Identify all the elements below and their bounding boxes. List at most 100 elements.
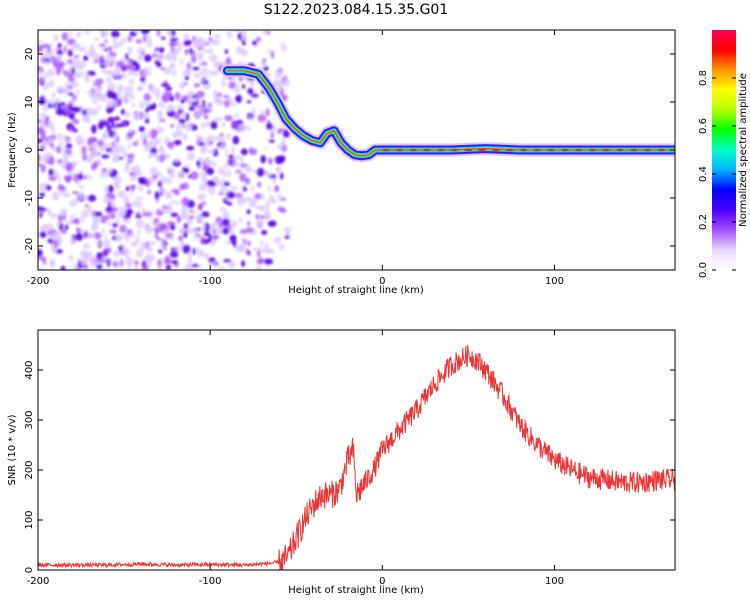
noise-speckle (217, 61, 222, 65)
noise-speckle (212, 162, 217, 168)
noise-speckle (117, 98, 122, 106)
noise-speckle (158, 112, 163, 118)
noise-speckle (200, 122, 205, 130)
noise-speckle (129, 31, 138, 37)
noise-speckle (116, 175, 120, 182)
noise-speckle (116, 41, 124, 46)
noise-speckle (123, 167, 131, 171)
noise-speckle (123, 248, 131, 256)
noise-speckle (62, 150, 66, 158)
noise-speckle (138, 179, 147, 185)
noise-speckle (116, 217, 120, 225)
noise-speckle (249, 148, 258, 156)
noise-speckle (204, 156, 211, 166)
noise-speckle (94, 37, 100, 41)
ridge-band-4 (225, 69, 675, 158)
noise-speckle (104, 47, 108, 52)
noise-speckle (198, 142, 205, 147)
noise-speckle (133, 72, 139, 77)
noise-speckle (95, 78, 104, 85)
noise-speckle (125, 61, 132, 66)
noise-speckle (201, 177, 209, 183)
noise-speckle (170, 123, 174, 128)
noise-speckle (246, 100, 252, 104)
noise-speckle (85, 154, 94, 164)
noise-speckle (226, 56, 232, 66)
noise-speckle (255, 219, 264, 227)
noise-speckle (270, 50, 275, 59)
noise-speckle (57, 184, 64, 191)
noise-speckle (92, 99, 98, 105)
noise-speckle (163, 69, 172, 75)
noise-speckle (38, 129, 46, 135)
noise-speckle (156, 62, 162, 68)
noise-speckle (235, 94, 242, 104)
noise-speckle (51, 148, 57, 152)
noise-speckle (40, 133, 47, 141)
noise-speckle (273, 236, 282, 244)
frequency-ridge (220, 64, 675, 163)
noise-speckle (49, 43, 53, 48)
noise-speckle (222, 211, 230, 215)
noise-speckle (222, 95, 230, 99)
noise-speckle (227, 30, 233, 39)
noise-speckle (124, 162, 131, 167)
noise-speckle (237, 32, 242, 40)
noise-speckle (199, 79, 205, 83)
noise-speckle (212, 39, 221, 46)
noise-speckle (134, 63, 140, 72)
noise-speckle (156, 30, 161, 37)
noise-speckle (279, 209, 287, 213)
noise-speckle (277, 73, 282, 78)
noise-speckle (111, 55, 116, 65)
ridge-peak (615, 148, 624, 152)
noise-speckle (186, 62, 192, 71)
noise-speckle (63, 192, 71, 198)
noise-speckle (110, 207, 119, 212)
noise-speckle (264, 201, 270, 210)
noise-speckle (202, 99, 206, 108)
noise-speckle (48, 79, 55, 88)
noise-speckle (197, 203, 203, 211)
noise-speckle (247, 220, 251, 227)
noise-speckle (89, 255, 97, 264)
noise-speckle (245, 168, 253, 173)
noise-speckle (82, 109, 87, 116)
noise-speckle (88, 147, 93, 152)
noise-speckle (260, 155, 267, 164)
noise-speckle (213, 70, 220, 76)
noise-speckle (57, 132, 62, 141)
noise-speckle (78, 185, 85, 190)
noise-speckle (179, 241, 184, 247)
noise-speckle (181, 182, 189, 190)
noise-speckle (197, 193, 206, 201)
noise-speckle (166, 30, 172, 36)
noise-speckle (101, 250, 105, 255)
noise-speckle (197, 253, 206, 258)
noise-speckle (45, 152, 53, 158)
noise-speckle (223, 99, 230, 108)
noise-speckle (247, 240, 251, 247)
noise-speckle (131, 102, 136, 108)
snr-y-tick-label: 0 (24, 567, 35, 573)
noise-speckle (118, 156, 124, 160)
noise-speckle (234, 84, 240, 94)
ridge-band-5 (226, 69, 675, 157)
noise-speckle (61, 102, 66, 107)
noise-speckle (252, 40, 258, 46)
noise-speckle (99, 43, 106, 47)
noise-speckle (38, 182, 48, 192)
noise-speckle (254, 193, 262, 200)
noise-speckle (196, 247, 201, 254)
noise-speckle (217, 181, 224, 187)
noise-speckle (218, 191, 224, 196)
ridge-band-0 (220, 64, 675, 163)
noise-speckle (248, 115, 253, 122)
noise-speckle (185, 112, 190, 122)
noise-speckle (65, 162, 73, 171)
noise-speckle (48, 156, 55, 166)
noise-speckle (97, 105, 102, 111)
noise-speckle (125, 52, 129, 61)
noise-speckle (103, 195, 109, 204)
